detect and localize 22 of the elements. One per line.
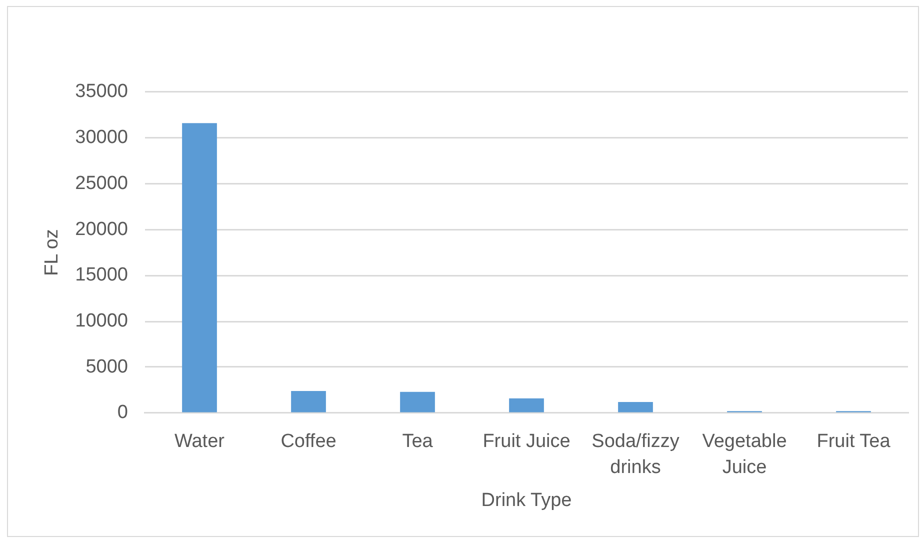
y-tick-label: 15000 xyxy=(75,264,128,286)
y-tick-label: 5000 xyxy=(86,356,128,378)
y-tick-label: 0 xyxy=(117,402,128,424)
y-tick-label: 35000 xyxy=(75,81,128,102)
x-tick-label: Tea xyxy=(402,431,434,452)
x-tick-label: Fruit Tea xyxy=(816,431,891,452)
bar xyxy=(182,123,217,412)
bar xyxy=(400,392,435,412)
x-tick-label: Soda/fizzy drinks xyxy=(592,431,680,478)
y-tick-label: 10000 xyxy=(75,310,128,332)
x-tick-label: Vegetable Juice xyxy=(702,431,787,478)
x-axis-title: Drink Type xyxy=(481,490,572,511)
y-axis-title: FL oz xyxy=(42,229,63,276)
bar xyxy=(618,402,653,412)
y-tick-label: 20000 xyxy=(75,218,128,240)
bar xyxy=(509,398,544,412)
x-tick-label: Fruit Juice xyxy=(482,431,570,452)
y-tick-label: 25000 xyxy=(75,172,128,194)
bar xyxy=(291,390,326,412)
x-tick-label: Water xyxy=(174,431,226,452)
y-tick-label: 30000 xyxy=(75,127,128,148)
x-tick-label: Coffee xyxy=(280,431,336,452)
